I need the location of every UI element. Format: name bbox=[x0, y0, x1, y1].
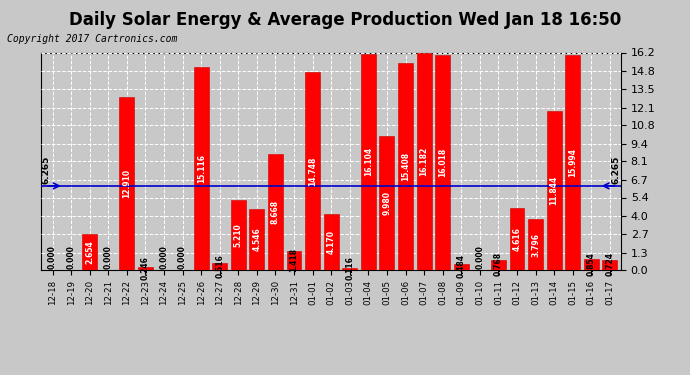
Bar bbox=[454, 264, 469, 270]
Text: Daily Solar Energy & Average Production Wed Jan 18 16:50: Daily Solar Energy & Average Production … bbox=[69, 11, 621, 29]
Bar bbox=[305, 72, 320, 270]
Text: 1.418: 1.418 bbox=[290, 248, 299, 272]
Bar bbox=[546, 111, 562, 270]
Bar bbox=[250, 209, 264, 270]
Bar bbox=[361, 54, 376, 270]
Bar bbox=[213, 263, 227, 270]
Text: 15.116: 15.116 bbox=[197, 154, 206, 183]
Bar bbox=[268, 154, 283, 270]
Text: 9.980: 9.980 bbox=[382, 191, 391, 215]
Bar bbox=[231, 200, 246, 270]
Text: 0.768: 0.768 bbox=[494, 252, 503, 276]
Text: 0.484: 0.484 bbox=[457, 254, 466, 278]
Bar bbox=[194, 67, 208, 270]
Text: 4.616: 4.616 bbox=[513, 227, 522, 251]
Bar bbox=[584, 258, 599, 270]
Text: 8.668: 8.668 bbox=[271, 200, 280, 224]
Bar bbox=[398, 63, 413, 270]
Text: 12.910: 12.910 bbox=[122, 169, 131, 198]
Bar bbox=[286, 251, 302, 270]
Bar bbox=[602, 260, 618, 270]
Text: 0.000: 0.000 bbox=[159, 245, 168, 269]
Text: 4.546: 4.546 bbox=[253, 228, 262, 251]
Bar bbox=[82, 234, 97, 270]
Text: 16.104: 16.104 bbox=[364, 147, 373, 177]
Text: 16.182: 16.182 bbox=[420, 147, 428, 176]
Text: 0.724: 0.724 bbox=[605, 252, 614, 276]
Text: 0.000: 0.000 bbox=[67, 245, 76, 269]
Text: 15.408: 15.408 bbox=[401, 152, 410, 181]
Bar bbox=[509, 208, 524, 270]
Text: 6.265: 6.265 bbox=[612, 156, 621, 184]
Text: 0.000: 0.000 bbox=[48, 245, 57, 269]
Bar bbox=[528, 219, 543, 270]
Bar bbox=[417, 53, 431, 270]
Text: 0.246: 0.246 bbox=[141, 256, 150, 280]
Text: 0.000: 0.000 bbox=[104, 245, 112, 269]
Text: 2.654: 2.654 bbox=[85, 240, 95, 264]
Text: 0.116: 0.116 bbox=[345, 256, 354, 280]
Text: 0.516: 0.516 bbox=[215, 254, 224, 278]
Text: 14.748: 14.748 bbox=[308, 156, 317, 186]
Bar bbox=[565, 55, 580, 270]
Text: 4.170: 4.170 bbox=[326, 230, 336, 254]
Text: 3.796: 3.796 bbox=[531, 232, 540, 256]
Bar bbox=[324, 214, 339, 270]
Text: 11.844: 11.844 bbox=[550, 176, 559, 205]
Text: Copyright 2017 Cartronics.com: Copyright 2017 Cartronics.com bbox=[7, 34, 177, 44]
Text: 5.210: 5.210 bbox=[234, 223, 243, 247]
Text: 15.994: 15.994 bbox=[568, 148, 578, 177]
Text: 16.018: 16.018 bbox=[438, 148, 447, 177]
Bar bbox=[435, 55, 450, 270]
Text: 0.000: 0.000 bbox=[475, 245, 484, 269]
Bar bbox=[119, 97, 135, 270]
Bar bbox=[138, 267, 153, 270]
Text: 0.000: 0.000 bbox=[178, 245, 187, 269]
Text: 6.265: 6.265 bbox=[41, 156, 50, 184]
Text: 0.854: 0.854 bbox=[586, 252, 595, 276]
Bar bbox=[380, 136, 395, 270]
Bar bbox=[342, 268, 357, 270]
Bar bbox=[491, 260, 506, 270]
